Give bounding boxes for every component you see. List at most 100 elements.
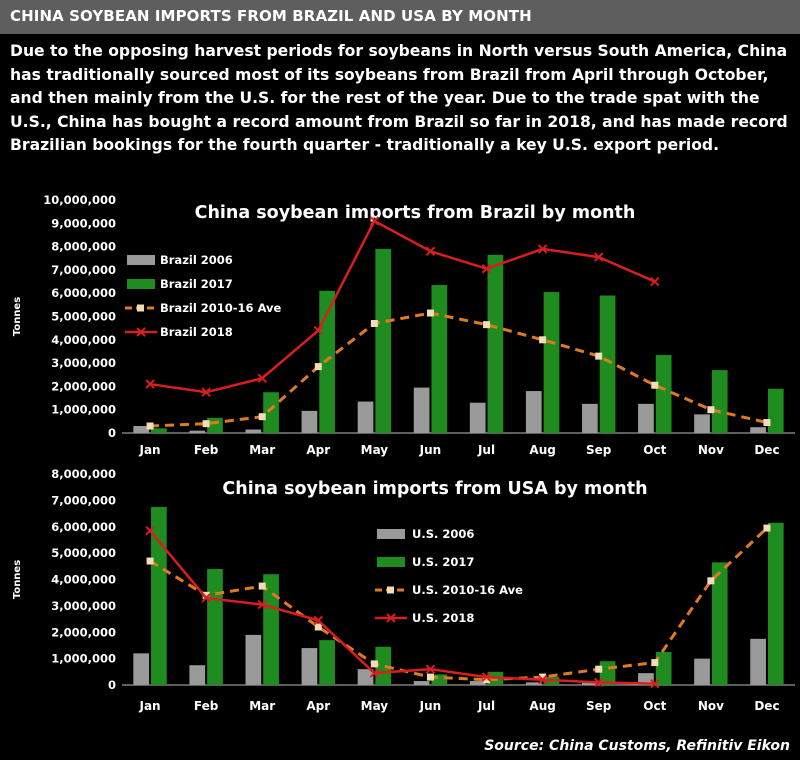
- bar-2017: [263, 392, 279, 433]
- x-tick-label: Nov: [698, 443, 724, 457]
- legend-label: U.S. 2017: [412, 555, 474, 569]
- legend-label: Brazil 2018: [160, 325, 233, 339]
- x-tick-label: Mar: [249, 699, 275, 713]
- average-point: [651, 659, 659, 667]
- legend-label: Brazil 2006: [160, 253, 233, 267]
- bar-2006: [245, 429, 262, 433]
- average-point: [595, 665, 603, 673]
- average-point: [202, 591, 210, 599]
- y-tick-label: 5,000,000: [51, 310, 116, 324]
- chart-title: China soybean imports from USA by month: [222, 479, 647, 499]
- bar-2006: [638, 403, 654, 433]
- legend-label: U.S. 2006: [412, 527, 474, 541]
- legend-marker: [136, 327, 146, 337]
- average-point: [202, 420, 210, 428]
- bar-2006: [582, 403, 598, 433]
- bar-2006: [469, 402, 486, 433]
- point-2018: [425, 664, 436, 674]
- bar-2017: [711, 370, 728, 433]
- average-point: [426, 673, 434, 681]
- series-line-average: [149, 526, 768, 682]
- x-tick-label: Dec: [754, 699, 779, 713]
- bar-2006: [189, 665, 206, 685]
- y-axis-label: Tonnes: [12, 560, 23, 599]
- average-point: [426, 309, 434, 317]
- average-point: [483, 676, 491, 684]
- bar-2006: [750, 638, 766, 685]
- y-tick-label: 4,000,000: [51, 573, 116, 587]
- bar-2017: [711, 562, 728, 685]
- average-point: [370, 319, 378, 327]
- series-line-2018: [149, 219, 656, 394]
- bar-2017: [431, 674, 448, 685]
- average-point: [483, 321, 491, 329]
- average-point: [314, 623, 322, 631]
- x-tick-label: Sep: [586, 443, 612, 457]
- y-tick-label: 5,000,000: [51, 546, 116, 560]
- point-2018: [313, 325, 323, 336]
- usa-imports-chart: 0 1,000,000 2,000,000 3,000,000 4,000,000 5,0…: [12, 467, 795, 713]
- bar-2006: [133, 426, 150, 433]
- y-tick-label: 1,000,000: [51, 652, 116, 666]
- x-tick-label: Jul: [477, 443, 495, 457]
- x-tick-label: Feb: [194, 443, 219, 457]
- bar-2006: [750, 427, 766, 433]
- point-2018: [257, 373, 267, 383]
- y-tick-label: 3,000,000: [51, 356, 116, 370]
- legend-marker: [387, 586, 394, 594]
- bar-2006: [525, 391, 542, 433]
- point-2018: [537, 244, 548, 254]
- series-line-2018: [149, 529, 655, 685]
- average-point: [539, 673, 547, 681]
- y-tick-label: 2,000,000: [51, 379, 116, 393]
- legend-swatch: [377, 557, 405, 567]
- x-tick-label: Oct: [643, 699, 666, 713]
- point-2018: [425, 246, 436, 256]
- x-tick-label: Jan: [138, 699, 160, 713]
- legend-label: U.S. 2018: [412, 611, 474, 625]
- x-tick-label: Apr: [306, 699, 330, 713]
- y-tick-label: 0: [108, 426, 116, 440]
- bar-2006: [245, 634, 262, 685]
- y-tick-label: 8,000,000: [51, 467, 116, 481]
- bar-2006: [694, 658, 710, 685]
- average-point: [707, 406, 715, 414]
- point-2018: [145, 379, 155, 389]
- x-tick-label: May: [361, 443, 389, 457]
- bar-2017: [263, 574, 279, 685]
- chart-title: China soybean imports from Brazil by mon…: [195, 203, 636, 223]
- bar-2017: [767, 388, 784, 433]
- average-point: [763, 524, 771, 532]
- bar-2017: [431, 285, 448, 433]
- average-point: [707, 577, 715, 585]
- bar-2006: [357, 669, 374, 685]
- bar-2017: [207, 568, 223, 685]
- bar-2006: [694, 414, 710, 433]
- bar-2017: [375, 248, 392, 433]
- point-2018: [594, 677, 604, 688]
- x-tick-label: Nov: [698, 699, 724, 713]
- average-point: [146, 422, 154, 430]
- y-tick-label: 4,000,000: [51, 333, 116, 347]
- brazil-imports-chart: 0 1,000,000 2,000,000 3,000,000 4,000,000 5,0…: [12, 193, 795, 457]
- x-tick-label: Aug: [529, 699, 555, 713]
- x-tick-label: Jun: [419, 699, 442, 713]
- legend-label: Brazil 2010-16 Ave: [160, 301, 282, 315]
- point-2018: [201, 387, 211, 397]
- y-tick-label: 6,000,000: [51, 286, 116, 300]
- y-tick-label: 8,000,000: [51, 240, 116, 254]
- bar-2006: [525, 682, 542, 685]
- x-tick-label: Dec: [754, 443, 779, 457]
- bar-2017: [767, 522, 784, 685]
- average-point: [370, 660, 378, 668]
- legend-marker: [386, 613, 396, 623]
- bar-2006: [133, 653, 150, 685]
- point-2018: [313, 615, 323, 626]
- source-note: Source: China Customs, Refinitiv Eikon: [484, 738, 790, 754]
- average-point: [651, 381, 659, 389]
- header-bar: CHINA SOYBEAN IMPORTS FROM BRAZIL AND US…: [0, 0, 800, 34]
- description-text: Due to the opposing harvest periods for …: [10, 42, 788, 154]
- y-tick-label: 1,000,000: [51, 403, 116, 417]
- legend-label: U.S. 2010-16 Ave: [412, 583, 523, 597]
- x-tick-label: Oct: [643, 443, 666, 457]
